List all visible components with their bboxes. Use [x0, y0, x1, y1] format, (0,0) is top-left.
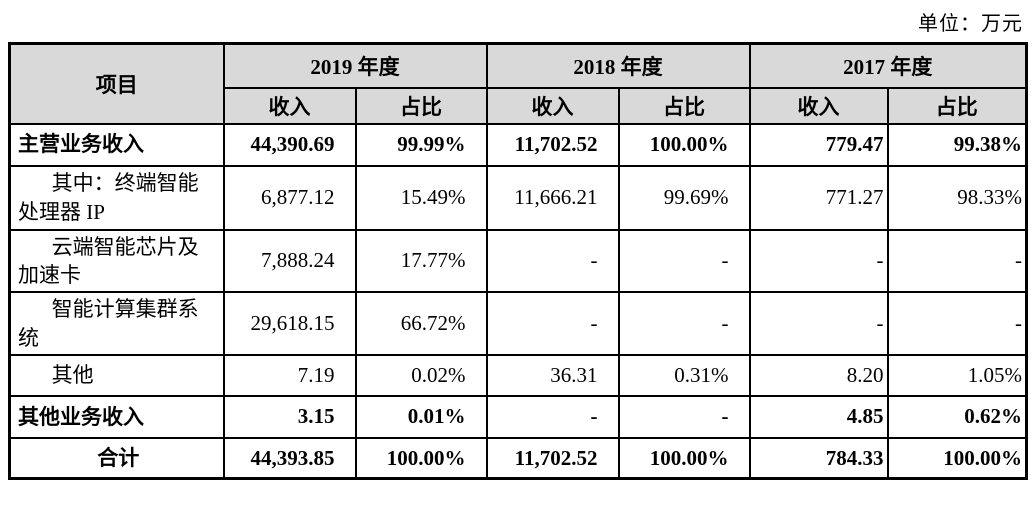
table-row: 云端智能芯片及加速卡 7,888.24 17.77% - - - -: [8, 228, 1028, 294]
cell-value: 11,702.52: [485, 122, 620, 167]
cell-value: -: [485, 228, 620, 294]
cell-value: 100.00%: [886, 436, 1028, 480]
cell-value: 99.38%: [886, 122, 1028, 167]
cell-value: 0.01%: [354, 394, 488, 439]
header-income-2018: 收入: [485, 86, 620, 125]
header-ratio-2017: 占比: [886, 86, 1028, 125]
table-header: 项目 2019 年度 2018 年度 2017 年度 收入 占比 收入 占比 收…: [8, 42, 1028, 125]
cell-value: 17.77%: [354, 228, 488, 294]
header-ratio-2018: 占比: [617, 86, 751, 125]
cell-value: 99.99%: [354, 122, 488, 167]
row-label: 云端智能芯片及加速卡: [8, 228, 225, 294]
cell-value: 0.31%: [617, 353, 751, 397]
cell-value: 0.02%: [354, 353, 488, 397]
cell-value: -: [617, 291, 751, 356]
cell-value: 11,702.52: [485, 436, 620, 480]
cell-value: -: [748, 228, 889, 294]
header-income-2017: 收入: [748, 86, 889, 125]
cell-value: 8.20: [748, 353, 889, 397]
unit-label: 单位：万元: [918, 13, 1023, 35]
cell-value: 44,390.69: [222, 122, 357, 167]
cell-value: 1.05%: [886, 353, 1028, 397]
table-row: 其他 7.19 0.02% 36.31 0.31% 8.20 1.05%: [8, 353, 1028, 397]
cell-value: -: [886, 228, 1028, 294]
header-item: 项目: [8, 42, 225, 125]
row-label: 主营业务收入: [8, 122, 225, 167]
cell-value: 784.33: [748, 436, 889, 480]
header-ratio-2019: 占比: [354, 86, 488, 125]
cell-value: 11,666.21: [485, 164, 620, 231]
cell-value: 779.47: [748, 122, 889, 167]
cell-value: 100.00%: [354, 436, 488, 480]
header-row-metrics: 收入 占比 收入 占比 收入 占比: [10, 86, 1028, 125]
row-label: 智能计算集群系统: [8, 291, 225, 356]
table-row: 智能计算集群系统 29,618.15 66.72% - - - -: [8, 291, 1028, 356]
header-year-2018: 2018 年度: [485, 42, 751, 89]
revenue-table: 项目 2019 年度 2018 年度 2017 年度 收入 占比 收入 占比 收…: [8, 42, 1028, 481]
cell-value: 66.72%: [354, 291, 488, 356]
header-income-2019: 收入: [222, 86, 357, 125]
cell-value: 29,618.15: [222, 291, 357, 356]
cell-value: 6,877.12: [222, 164, 357, 231]
cell-value: 100.00%: [617, 122, 751, 167]
cell-value: 98.33%: [886, 164, 1028, 231]
cell-value: 771.27: [748, 164, 889, 231]
header-row-years: 项目 2019 年度 2018 年度 2017 年度: [8, 42, 1028, 125]
table-row: 其中：终端智能处理器 IP 6,877.12 15.49% 11,666.21 99.6…: [8, 164, 1028, 231]
cell-value: -: [485, 394, 620, 439]
cell-value: 44,393.85: [222, 436, 357, 480]
row-label: 其他业务收入: [8, 394, 225, 439]
row-label: 其中：终端智能处理器 IP: [8, 164, 225, 231]
cell-value: 7,888.24: [222, 228, 357, 294]
cell-value: -: [617, 228, 751, 294]
cell-value: 99.69%: [617, 164, 751, 231]
row-label: 其他: [8, 353, 225, 397]
cell-value: -: [886, 291, 1028, 356]
cell-value: 100.00%: [617, 436, 751, 480]
cell-value: 4.85: [748, 394, 889, 439]
table-row: 其他业务收入 3.15 0.01% - -4.85 0.62%: [8, 394, 1028, 439]
cell-value: 7.19: [222, 353, 357, 397]
table-row: 主营业务收入 44,390.69 99.99% 11,702.52 100.00% 779…: [8, 122, 1028, 167]
cell-value: 36.31: [485, 353, 620, 397]
cell-value: 3.15: [222, 394, 357, 439]
cell-value: -: [485, 291, 620, 356]
cell-value: 15.49%: [354, 164, 488, 231]
cell-value: -: [617, 394, 751, 439]
header-year-2017: 2017 年度: [748, 42, 1028, 89]
row-label: 合计: [8, 436, 225, 480]
table-body: 主营业务收入 44,390.69 99.99% 11,702.52 100.00% 779…: [8, 122, 1028, 480]
table-row: 合计 44,393.85 100.00% 11,702.52 100.00% 784.33…: [8, 436, 1028, 480]
cell-value: 0.62%: [886, 394, 1028, 439]
cell-value: -: [748, 291, 889, 356]
header-year-2019: 2019 年度: [222, 42, 488, 89]
